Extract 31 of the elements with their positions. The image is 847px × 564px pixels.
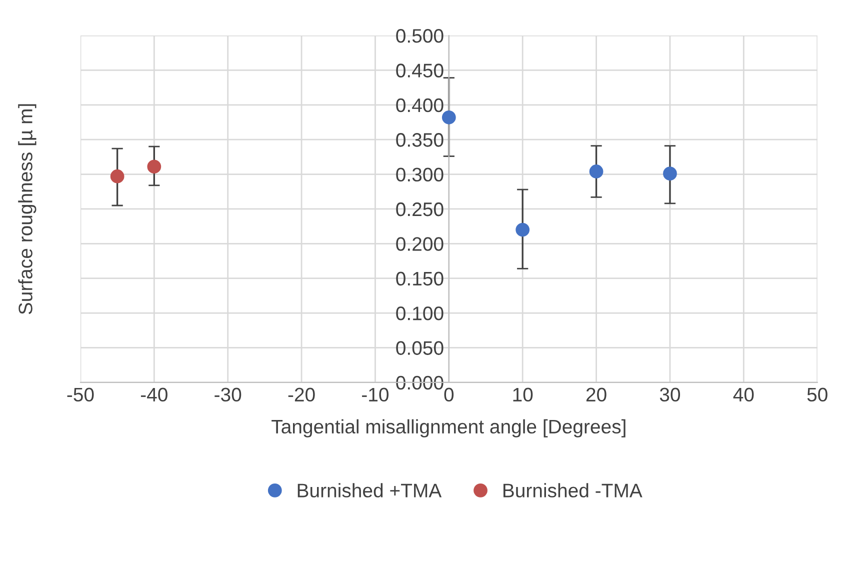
point	[589, 164, 604, 178]
x-tick-label: 50	[807, 388, 828, 402]
x-tick-label: -40	[140, 388, 168, 402]
x-axis-title: Tangential misallignment angle [Degrees]	[272, 419, 626, 438]
x-tick-label: 20	[586, 388, 606, 402]
legend-label: Burnished -TMA	[504, 483, 642, 498]
x-tick-label: 10	[513, 388, 533, 402]
point	[663, 166, 677, 181]
y-tick-label: 0.150	[396, 272, 444, 286]
point	[110, 169, 124, 184]
y-tick-label: 0.400	[396, 98, 444, 112]
legend-label: Burnished +TMA	[298, 483, 442, 498]
point	[442, 110, 456, 124]
x-tick-label: 40	[733, 388, 754, 402]
x-tick-label: 30	[660, 388, 680, 402]
y-tick-label: 0.200	[396, 237, 444, 251]
point	[147, 160, 162, 174]
x-tick-label: -50	[67, 388, 94, 402]
y-tick-label: 0.100	[396, 306, 444, 320]
y-axis-title: Surface roughness [µ m]	[18, 104, 36, 314]
x-tick-label: -20	[288, 388, 315, 402]
y-tick-label: 0.250	[396, 202, 444, 216]
y-tick-label: 0.300	[396, 168, 444, 182]
point	[516, 222, 530, 237]
x-tick-label: 0	[444, 388, 454, 402]
y-tick-label: 0.500	[396, 29, 444, 43]
x-tick-label: -30	[214, 388, 242, 402]
y-tick-label: 0.450	[396, 64, 444, 78]
y-tick-label: 0.350	[396, 133, 444, 147]
x-tick-label: -10	[362, 388, 389, 402]
y-tick-label: 0.050	[396, 341, 444, 355]
